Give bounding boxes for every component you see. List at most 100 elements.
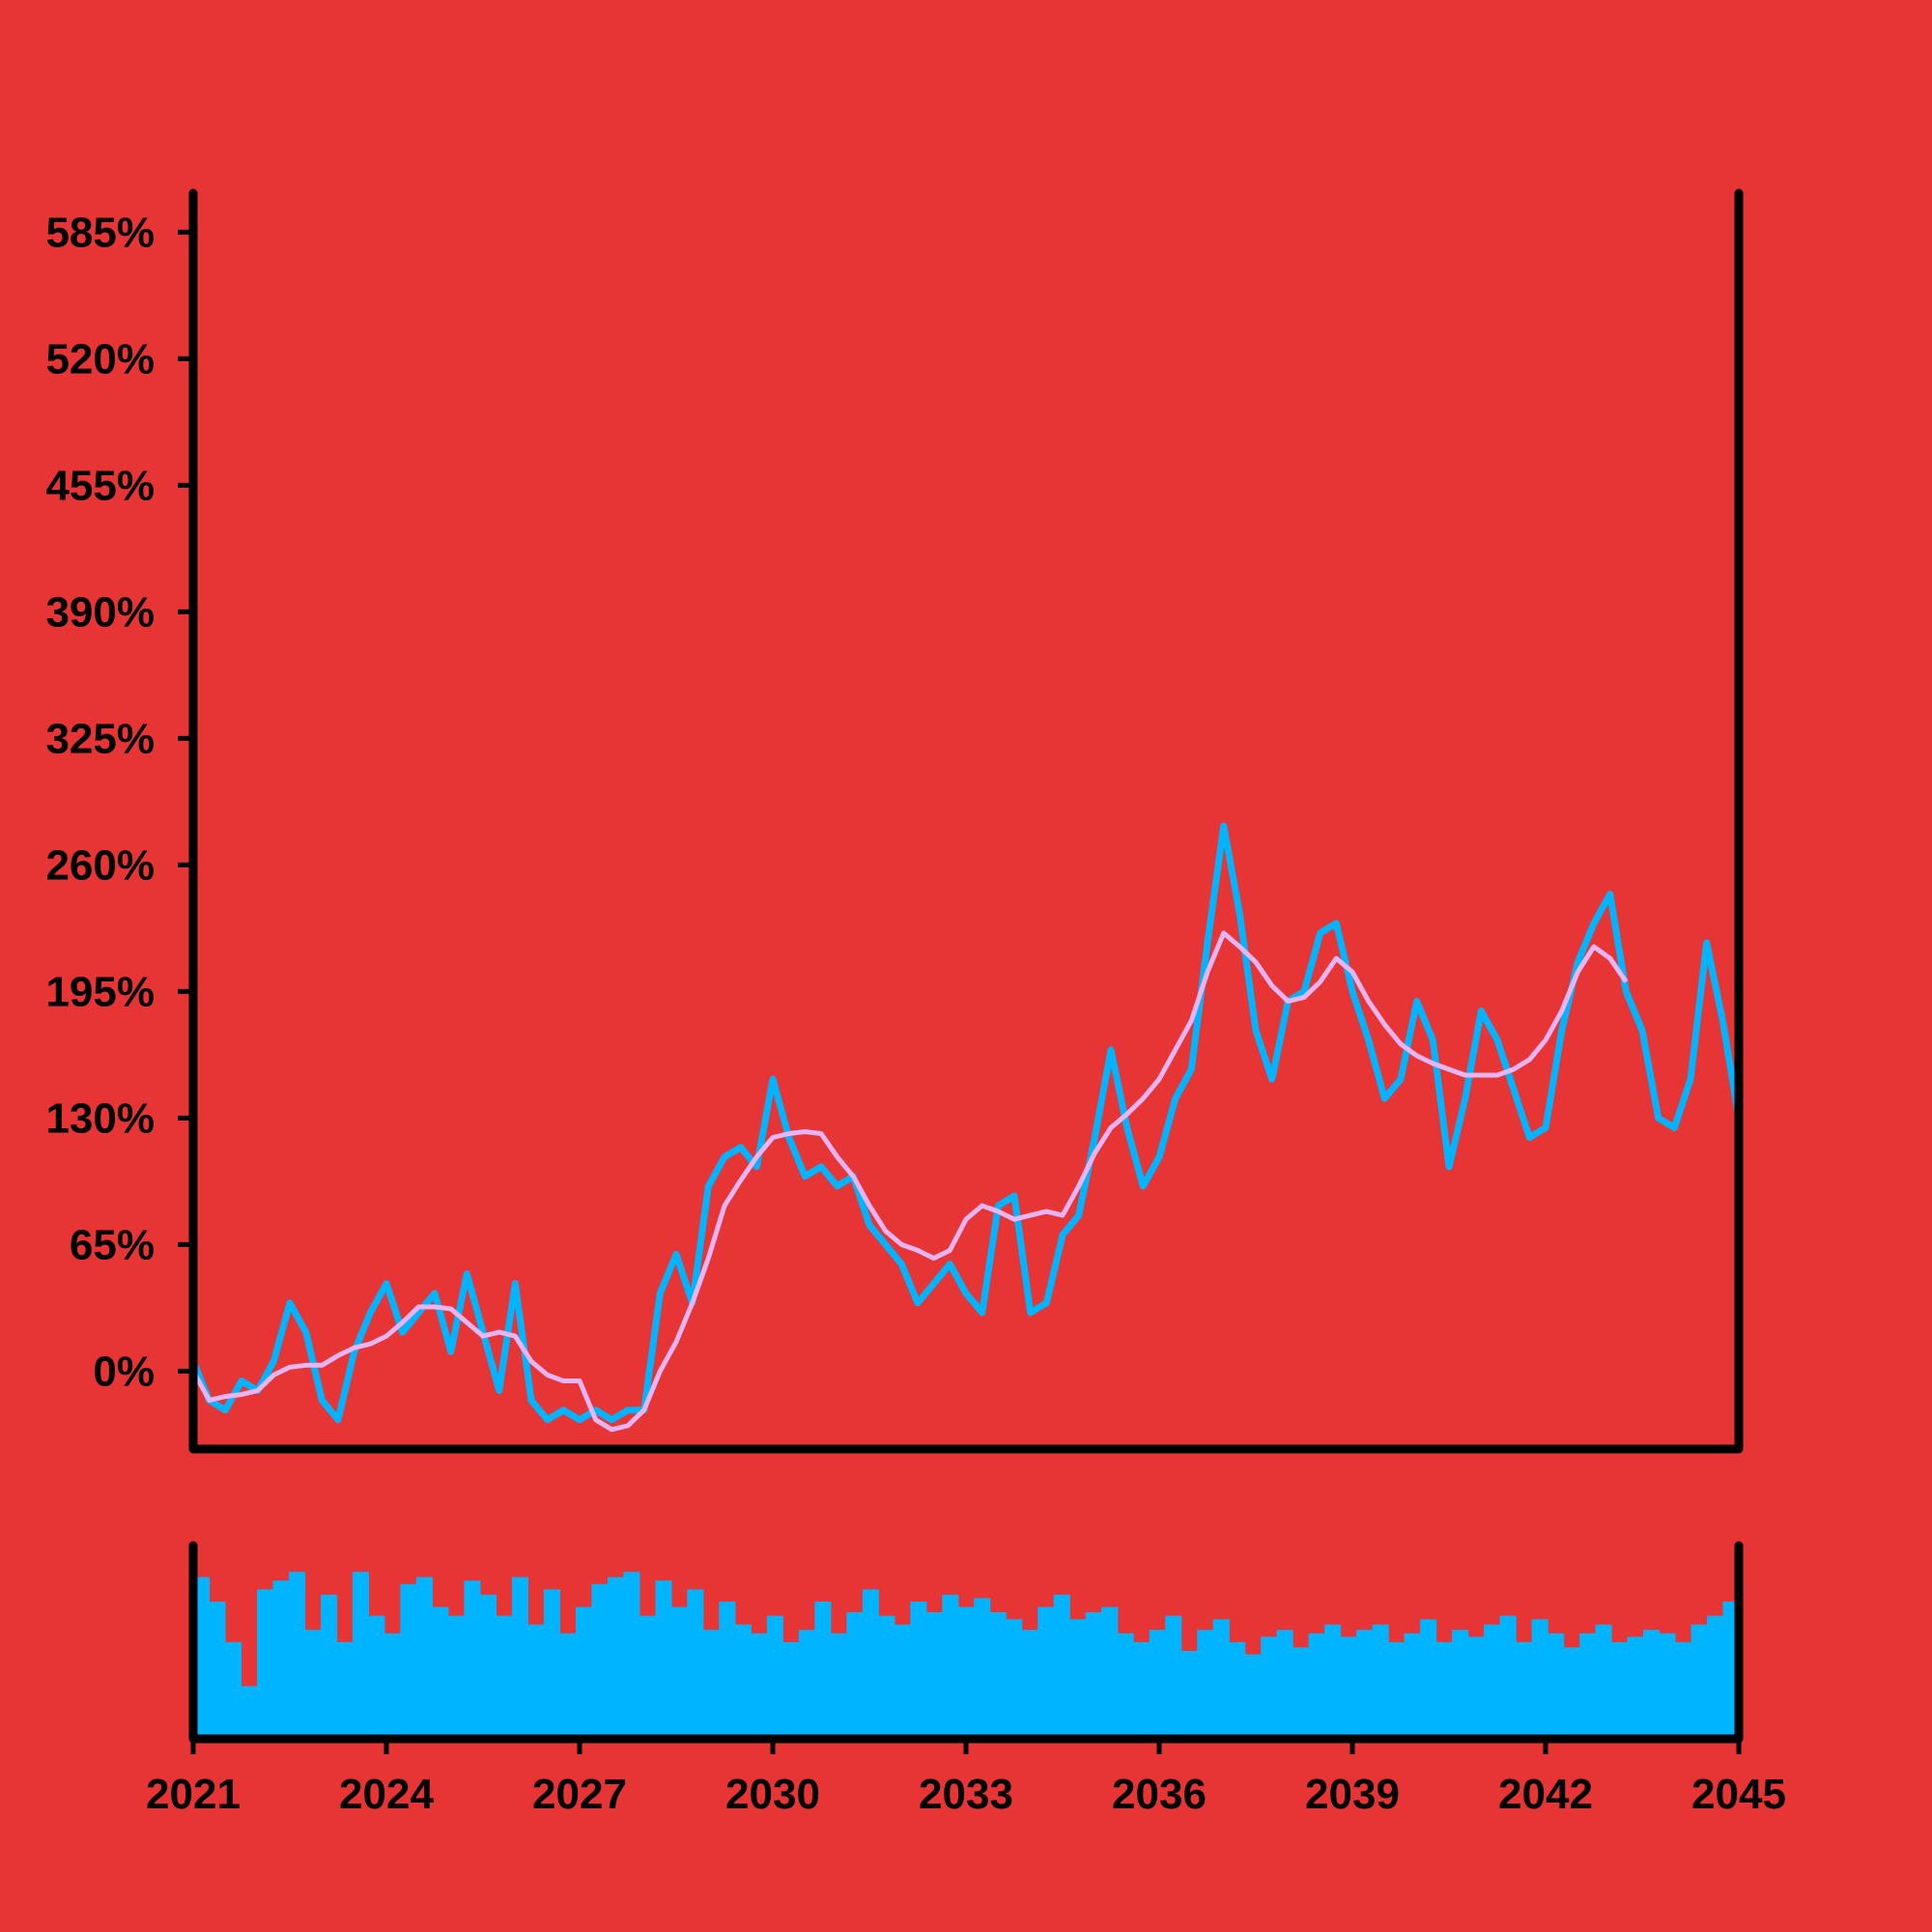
volume-bar <box>496 1615 513 1739</box>
volume-bar <box>257 1589 274 1739</box>
volume-bar <box>464 1580 481 1739</box>
moving-average-line <box>193 930 1629 1433</box>
volume-bar <box>1707 1615 1724 1739</box>
y-tick-label: 390% <box>45 588 155 636</box>
volume-bar <box>1611 1641 1629 1739</box>
volume-bar <box>670 1606 688 1739</box>
x-tick-label: 2021 <box>146 1771 241 1818</box>
volume-bar <box>1180 1651 1198 1739</box>
volume-bar <box>1499 1615 1517 1739</box>
volume-bar <box>1069 1619 1087 1739</box>
volume-bar <box>559 1633 577 1739</box>
y-tick-label: 520% <box>45 335 155 383</box>
volume-bar <box>1388 1641 1406 1739</box>
volume-bar <box>942 1594 959 1739</box>
volume-bar <box>336 1641 354 1739</box>
y-tick-label: 260% <box>45 841 155 889</box>
volume-bar <box>575 1606 592 1739</box>
volume-bars <box>193 1572 1740 1739</box>
volume-bar <box>527 1624 545 1739</box>
x-tick-label: 2045 <box>1691 1771 1786 1818</box>
volume-bar <box>304 1630 322 1739</box>
volume-bar <box>925 1612 943 1739</box>
volume-bar <box>1293 1647 1310 1739</box>
volume-bar <box>241 1686 258 1739</box>
price-lines <box>193 822 1739 1433</box>
volume-bar <box>352 1572 369 1739</box>
x-tick-label: 2024 <box>339 1771 434 1818</box>
y-tick-label: 0% <box>93 1348 155 1395</box>
volume-bar <box>1276 1630 1293 1739</box>
volume-bar <box>1659 1633 1676 1739</box>
volume-bar <box>846 1612 864 1739</box>
volume-bar <box>447 1615 465 1739</box>
volume-bar <box>1165 1615 1182 1739</box>
volume-bar <box>1212 1619 1230 1739</box>
volume-bar <box>623 1572 640 1739</box>
y-tick-label: 325% <box>45 715 155 762</box>
volume-bar <box>289 1572 306 1739</box>
volume-bar <box>384 1633 401 1739</box>
volume-bar <box>655 1580 672 1739</box>
x-tick-label: 2042 <box>1498 1771 1593 1818</box>
volume-bar <box>1627 1636 1644 1739</box>
volume-bar <box>957 1606 975 1739</box>
volume-bar <box>415 1577 433 1739</box>
volume-bar <box>543 1589 560 1739</box>
volume-bar <box>1643 1630 1661 1739</box>
volume-bar <box>639 1615 656 1739</box>
price-panel: 0% 65% 130% 195% 260% 325% 390% 455% 520% 585% <box>45 188 1744 1454</box>
volume-bar <box>751 1633 768 1739</box>
volume-bar <box>1101 1606 1119 1739</box>
volume-bar <box>511 1577 528 1739</box>
volume-bar <box>400 1583 417 1739</box>
volume-bar <box>862 1589 879 1739</box>
volume-bar <box>687 1589 704 1739</box>
volume-bar <box>1595 1624 1612 1739</box>
volume-bar <box>1467 1636 1485 1739</box>
volume-bar <box>798 1630 815 1739</box>
x-tick-label: 2033 <box>919 1771 1013 1818</box>
volume-bar <box>1675 1641 1692 1739</box>
volume-bar <box>1516 1641 1533 1739</box>
price-panel-frame <box>188 188 1744 1454</box>
volume-bar <box>1356 1630 1374 1739</box>
volume-bar <box>1420 1619 1437 1739</box>
volume-bar <box>1452 1630 1469 1739</box>
y-tick-label: 585% <box>45 209 155 256</box>
y-tick-label: 65% <box>70 1221 155 1268</box>
volume-bar <box>1244 1654 1262 1739</box>
price-line <box>193 822 1739 1424</box>
x-tick-label: 2027 <box>532 1771 627 1818</box>
volume-bar <box>734 1624 752 1739</box>
volume-bar <box>1579 1633 1597 1739</box>
volume-bar <box>1548 1633 1565 1739</box>
y-tick-label: 195% <box>45 968 155 1015</box>
y-axis-ticks: 0% 65% 130% 195% 260% 325% 390% 455% 520% 585% <box>45 209 193 1395</box>
volume-bar <box>1006 1619 1023 1739</box>
volume-bar <box>321 1594 338 1739</box>
x-tick-label: 2036 <box>1112 1771 1207 1818</box>
volume-bar <box>1053 1594 1070 1739</box>
volume-panel <box>188 1541 1744 1744</box>
volume-bar <box>1484 1624 1501 1739</box>
volume-bar <box>1149 1630 1166 1739</box>
volume-bar <box>910 1602 927 1739</box>
x-tick-label: 2039 <box>1305 1771 1400 1818</box>
volume-bar <box>591 1583 609 1739</box>
price-frame-path <box>188 188 1744 1454</box>
volume-bar <box>814 1602 832 1739</box>
volume-bar <box>702 1630 720 1739</box>
volume-bar <box>1117 1633 1134 1739</box>
volume-bar <box>1340 1636 1357 1739</box>
y-tick-label: 455% <box>45 462 155 509</box>
volume-bar <box>766 1615 783 1739</box>
volume-bar <box>894 1624 911 1739</box>
volume-bar <box>1085 1612 1102 1739</box>
volume-bar <box>1037 1606 1055 1739</box>
volume-bar <box>1372 1624 1389 1739</box>
volume-bar <box>878 1615 895 1739</box>
volume-bar <box>272 1580 290 1739</box>
volume-bar <box>1404 1633 1421 1739</box>
